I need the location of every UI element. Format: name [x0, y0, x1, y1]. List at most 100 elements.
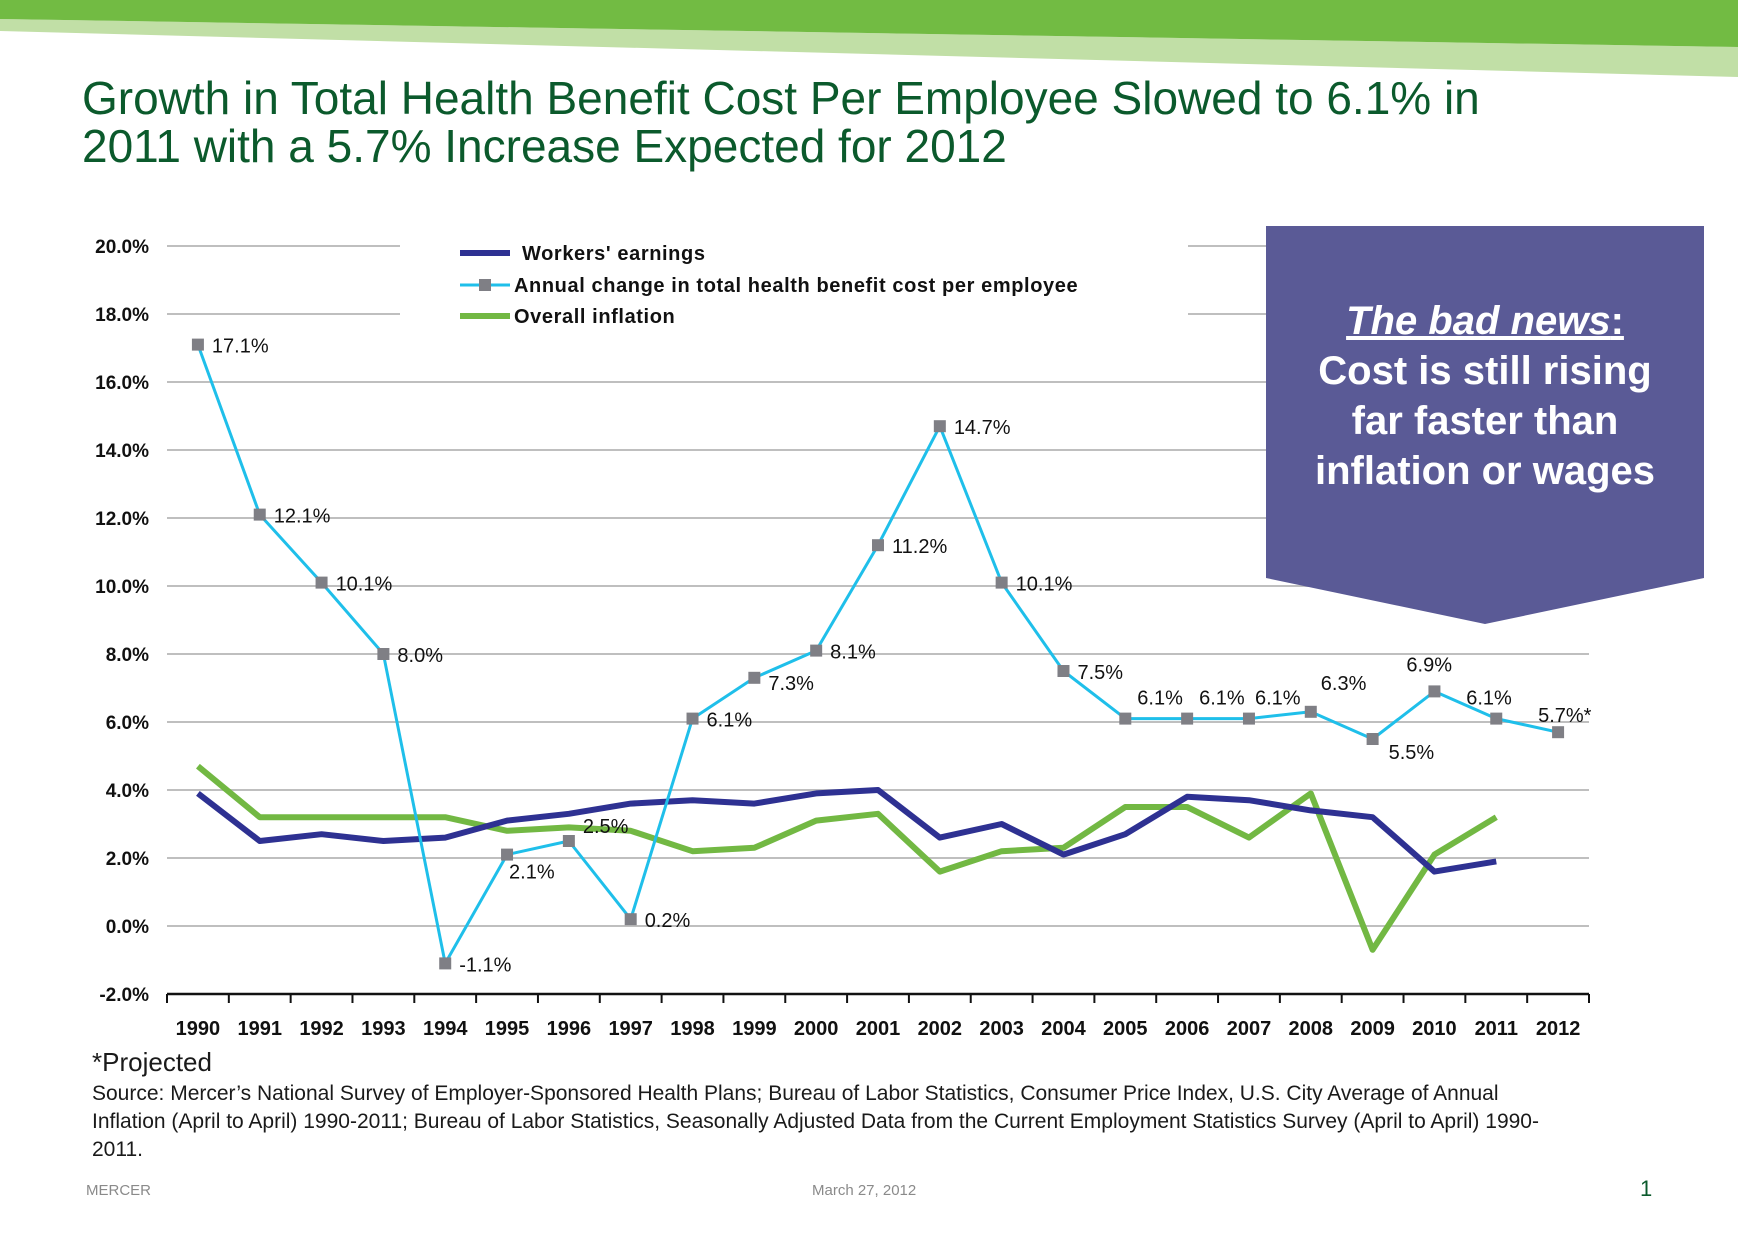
footer-company: MERCER	[86, 1182, 152, 1199]
y-tick-label: -2.0%	[99, 985, 149, 1006]
slide-title-line-2: 2011 with a 5.7% Increase Expected for 2…	[82, 120, 1007, 172]
x-tick-label: 1995	[485, 1018, 530, 1040]
callout-line-1: Cost is still rising	[1318, 349, 1652, 393]
data-labels: 17.1% 12.1% 10.1% 8.0% -1.1% 2.1% 2.5% 0.2% 6.1%…	[212, 336, 1592, 977]
data-label: 6.3%	[1321, 673, 1367, 695]
x-tick-label: 1999	[732, 1018, 777, 1040]
data-label: 6.1%	[1255, 688, 1301, 710]
data-point-marker	[748, 671, 761, 684]
data-label: 6.9%	[1406, 654, 1452, 676]
slide-title-line-1: Growth in Total Health Benefit Cost Per …	[82, 72, 1480, 124]
data-point-marker	[933, 420, 946, 433]
legend-label-1: Annual change in total health benefit co…	[514, 275, 1078, 297]
x-tick-label: 2003	[979, 1018, 1024, 1040]
callout-text: The bad news: Cost is still rising far f…	[1266, 296, 1704, 496]
x-tick-label: 2001	[856, 1018, 901, 1040]
data-label: 6.1%	[707, 710, 753, 732]
data-label: 2.1%	[509, 862, 555, 884]
y-tick-label: 12.0%	[95, 509, 149, 530]
x-tick-label: 2000	[794, 1018, 839, 1040]
x-tick-label: 1996	[547, 1018, 592, 1040]
data-label: 7.3%	[768, 673, 814, 695]
data-label: 14.7%	[954, 417, 1011, 439]
callout-box	[1266, 226, 1704, 624]
x-axis: 1990 1991 1992 1993 1994 1995 1996 1997 1998 1999…	[166, 992, 1590, 1040]
y-tick-label: 8.0%	[106, 645, 149, 666]
data-point-marker	[1057, 665, 1070, 677]
x-tick-label: 2012	[1536, 1018, 1581, 1040]
x-tick-label: 1992	[299, 1018, 344, 1040]
data-label: 17.1%	[212, 336, 269, 358]
data-label: 5.5%	[1389, 742, 1435, 764]
data-label: 8.0%	[397, 645, 443, 667]
data-label: 12.1%	[274, 506, 331, 528]
y-tick-label: 20.0%	[95, 237, 149, 258]
y-tick-label: 18.0%	[95, 305, 149, 326]
callout-line-2: far faster than	[1351, 399, 1619, 443]
data-point-marker	[439, 957, 452, 970]
data-label: 11.2%	[892, 536, 947, 558]
data-point-marker	[1242, 712, 1255, 725]
legend-marker	[479, 279, 491, 291]
legend: Workers' earnings Annual change in total …	[460, 243, 1078, 328]
data-point-marker	[1181, 712, 1194, 725]
footer-date: March 27, 2012	[812, 1182, 917, 1199]
data-label: 6.1%	[1199, 688, 1245, 710]
data-point-marker	[562, 835, 575, 847]
series-line-0	[196, 787, 1497, 875]
data-point-marker	[501, 848, 514, 861]
series-line-2	[196, 763, 1498, 953]
data-point-marker	[1552, 726, 1565, 739]
series-layer	[191, 338, 1565, 970]
data-point-marker	[377, 648, 390, 660]
y-tick-label: 14.0%	[95, 441, 149, 462]
data-point-marker	[1366, 733, 1379, 745]
data-point-marker	[1304, 705, 1317, 718]
x-tick-label: 2005	[1103, 1018, 1148, 1040]
gridlines	[167, 245, 1589, 927]
y-tick-label: 16.0%	[95, 373, 149, 394]
x-tick-label: 2006	[1165, 1018, 1210, 1040]
banner-dark-stripe	[0, 0, 1738, 47]
data-label: 10.1%	[1016, 574, 1073, 596]
callout-heading-colon: :	[1610, 299, 1624, 343]
source-note: Source: Mercer’s National Survey of Empl…	[92, 1082, 1539, 1161]
data-label: -1.1%	[459, 954, 511, 976]
data-point-marker	[1428, 685, 1441, 698]
data-label: 0.2%	[645, 910, 691, 932]
y-tick-label: 2.0%	[106, 849, 149, 870]
x-tick-label: 1997	[608, 1018, 653, 1040]
data-label: 2.5%	[583, 816, 629, 838]
data-point-marker	[810, 644, 823, 657]
data-label: 6.1%	[1466, 688, 1512, 710]
page-number: 1	[1640, 1176, 1653, 1201]
data-point-marker	[253, 508, 266, 521]
y-axis: -2.0% 0.0% 2.0% 4.0% 6.0% 8.0% 10.0% 12.0% 14.0%…	[95, 237, 149, 1006]
data-point-marker	[315, 576, 328, 589]
x-tick-label: 2008	[1289, 1018, 1334, 1040]
y-tick-label: 4.0%	[106, 781, 149, 802]
banner-light-stripe	[0, 19, 1738, 77]
data-point-marker	[995, 576, 1008, 589]
x-tick-label: 1993	[361, 1018, 406, 1040]
callout-line-3: inflation or wages	[1314, 449, 1656, 493]
y-tick-label: 6.0%	[106, 713, 149, 734]
data-label: 5.7%*	[1538, 705, 1592, 727]
x-tick-label: 2009	[1350, 1018, 1395, 1040]
data-label: 8.1%	[830, 642, 876, 664]
y-tick-label: 10.0%	[95, 577, 149, 598]
slide-title: Growth in Total Health Benefit Cost Per …	[82, 74, 1642, 170]
projected-footnote: *Projected	[92, 1047, 212, 1077]
data-point-marker	[872, 539, 884, 552]
data-point-marker	[686, 712, 699, 725]
data-point-marker	[1490, 712, 1503, 725]
y-tick-label: 0.0%	[106, 917, 149, 938]
callout-arrow-shape	[1266, 226, 1704, 624]
x-tick-label: 2010	[1412, 1018, 1457, 1040]
x-tick-label: 1998	[670, 1018, 715, 1040]
x-tick-label: 2011	[1475, 1018, 1518, 1040]
data-point-marker	[191, 338, 204, 351]
x-tick-label: 1994	[423, 1018, 468, 1040]
legend-label-0: Workers' earnings	[522, 243, 706, 265]
